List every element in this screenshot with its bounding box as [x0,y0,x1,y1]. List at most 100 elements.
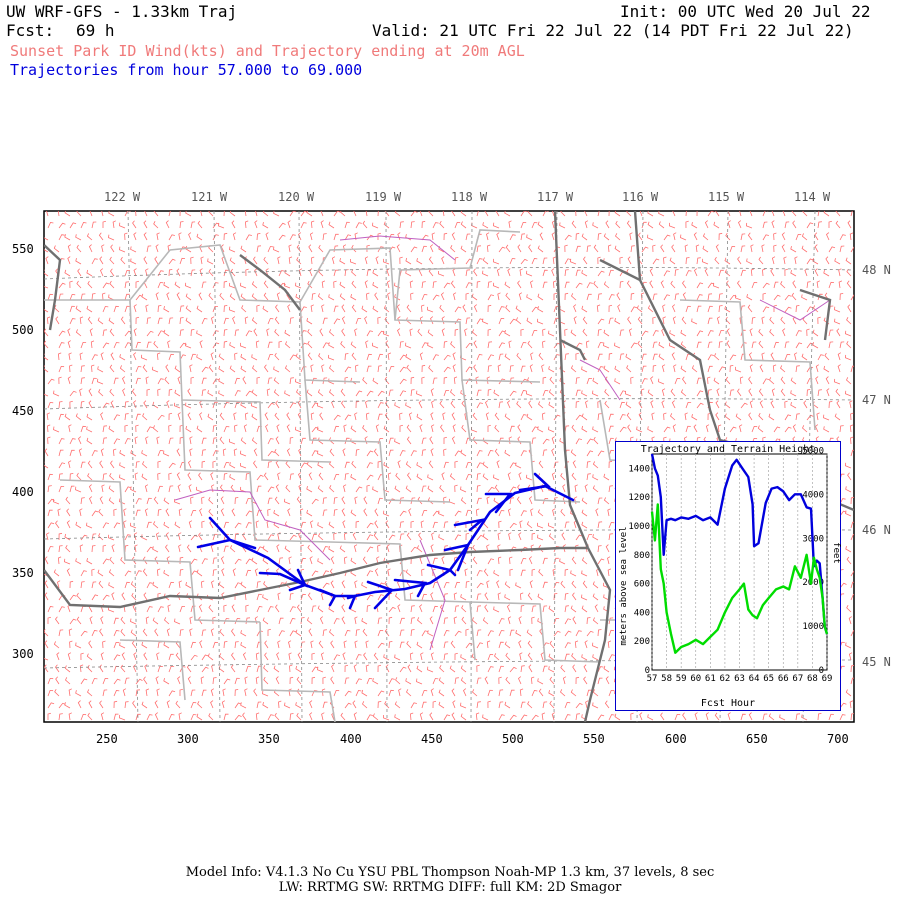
wind-barb [460,594,467,601]
wind-barb [705,712,709,721]
wind-barb [487,424,491,432]
wind-barb [124,401,129,409]
wind-barb [234,424,238,433]
wind-barb [145,436,149,445]
wind-barb [251,317,258,325]
wind-barb [80,341,87,349]
wind-barb [240,702,247,709]
wind-barb [581,654,588,661]
wind-barb [418,532,423,541]
wind-barb [113,305,119,313]
wind-barb [263,256,269,265]
wind-barb [417,617,423,625]
wind-barb [537,245,544,253]
wind-barb [520,378,528,385]
wind-barb [377,316,381,325]
wind-barb [398,688,402,697]
wind-barb [322,701,328,709]
wind-barb [350,425,357,433]
wind-barb [660,244,665,253]
wind-barb [64,413,71,421]
wind-barb [201,366,209,373]
wind-barb [430,412,434,421]
wind-barb [707,365,713,373]
wind-barb [780,388,786,397]
wind-barb [575,676,580,685]
wind-barb [540,652,544,661]
wind-barb [152,425,159,433]
wind-barb [88,388,93,397]
wind-barb [441,328,445,337]
wind-barb [340,400,346,409]
wind-barb [848,652,853,661]
wind-barb [212,677,217,685]
wind-barb [410,629,415,637]
wind-barb [575,534,583,541]
wind-barb [410,450,417,457]
wind-barb [231,604,236,613]
wind-barb [845,689,852,697]
wind-barb [384,316,390,325]
wind-barb [562,676,567,685]
wind-barb [419,424,423,433]
wind-barb [652,341,658,349]
wind-barb [652,316,656,325]
wind-barb [98,389,104,397]
wind-barb [416,258,423,265]
wind-barb [630,306,638,313]
wind-barb [552,280,557,289]
wind-barb [319,616,324,625]
wind-barb [421,364,426,373]
wind-barb [157,388,161,397]
wind-barb [581,509,588,517]
wind-barb [366,534,374,541]
wind-barb [273,665,280,673]
wind-barb [451,436,456,445]
wind-barb [586,473,591,481]
wind-barb [154,628,159,637]
wind-barb [47,616,52,624]
wind-barb [168,388,173,397]
wind-barb [44,286,49,289]
wind-barb [597,329,602,337]
wind-barb [245,234,252,241]
wind-barb [188,232,192,241]
wind-barb [839,425,844,433]
wind-barb [239,282,247,289]
wind-barb [309,556,313,565]
wind-barb [443,641,449,649]
wind-barb [198,292,203,301]
wind-barb [229,211,236,217]
wind-barb [850,365,854,373]
wind-barb [498,342,505,349]
wind-barb [344,677,350,685]
wind-barb [317,461,324,469]
wind-barb [388,389,394,397]
wind-barb [473,340,478,349]
wind-barb [430,544,434,553]
wind-barb [384,376,390,385]
wind-barb [439,304,445,313]
wind-barb [252,460,258,469]
wind-barb [278,270,285,277]
wind-barb [333,509,338,517]
wind-barb [175,700,181,709]
wind-barb [597,366,604,373]
wind-barb [388,437,394,445]
wind-barb [256,376,261,384]
wind-barb [168,317,174,325]
wind-barb [69,449,75,457]
wind-barb [273,377,280,385]
wind-barb [475,508,480,517]
wind-barb [553,557,559,565]
grid-y-label: 400 [12,485,34,499]
wind-barb [329,389,335,397]
inset-left-tick: 1000 [628,522,650,532]
wind-barb [54,664,60,673]
wind-barb [794,352,798,361]
wind-barb [208,268,214,277]
wind-barb [86,426,93,433]
wind-barb [102,544,107,553]
wind-barb [113,438,121,445]
wind-barb [845,510,852,517]
